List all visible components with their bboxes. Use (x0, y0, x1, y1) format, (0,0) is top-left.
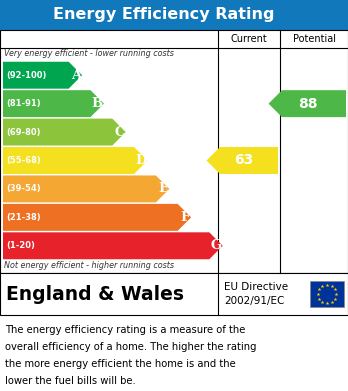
Text: C: C (114, 126, 125, 138)
Polygon shape (3, 62, 82, 89)
Text: Potential: Potential (293, 34, 335, 44)
Polygon shape (3, 90, 104, 117)
Text: EU Directive
2002/91/EC: EU Directive 2002/91/EC (224, 282, 288, 306)
Text: 63: 63 (234, 154, 253, 167)
Text: (69-80): (69-80) (6, 127, 40, 136)
Text: (92-100): (92-100) (6, 71, 46, 80)
Text: (39-54): (39-54) (6, 185, 41, 194)
Polygon shape (3, 232, 223, 259)
Text: E: E (158, 183, 168, 196)
Polygon shape (206, 147, 278, 174)
Text: B: B (92, 97, 103, 110)
Text: (55-68): (55-68) (6, 156, 41, 165)
Text: (21-38): (21-38) (6, 213, 41, 222)
Polygon shape (3, 118, 126, 145)
Text: The energy efficiency rating is a measure of the: The energy efficiency rating is a measur… (5, 325, 245, 335)
Text: F: F (181, 211, 190, 224)
Bar (0, 273, 348, 315)
Polygon shape (3, 176, 169, 203)
Text: (1-20): (1-20) (6, 241, 35, 250)
Text: England & Wales: England & Wales (6, 285, 184, 303)
Bar (0, 0, 348, 30)
Text: the more energy efficient the home is and the: the more energy efficient the home is an… (5, 359, 236, 369)
Polygon shape (269, 90, 346, 117)
Text: Very energy efficient - lower running costs: Very energy efficient - lower running co… (4, 50, 174, 59)
Text: A: A (71, 69, 81, 82)
Text: Energy Efficiency Rating: Energy Efficiency Rating (53, 7, 274, 23)
Polygon shape (3, 147, 148, 174)
Text: Current: Current (231, 34, 267, 44)
Bar (0, 30, 348, 273)
Bar (310, 281, 344, 307)
Text: 88: 88 (299, 97, 318, 111)
Text: overall efficiency of a home. The higher the rating: overall efficiency of a home. The higher… (5, 342, 256, 352)
Text: Not energy efficient - higher running costs: Not energy efficient - higher running co… (4, 262, 174, 271)
Text: (81-91): (81-91) (6, 99, 41, 108)
Text: D: D (135, 154, 147, 167)
Polygon shape (3, 204, 191, 231)
Text: G: G (211, 239, 222, 252)
Text: lower the fuel bills will be.: lower the fuel bills will be. (5, 376, 136, 386)
